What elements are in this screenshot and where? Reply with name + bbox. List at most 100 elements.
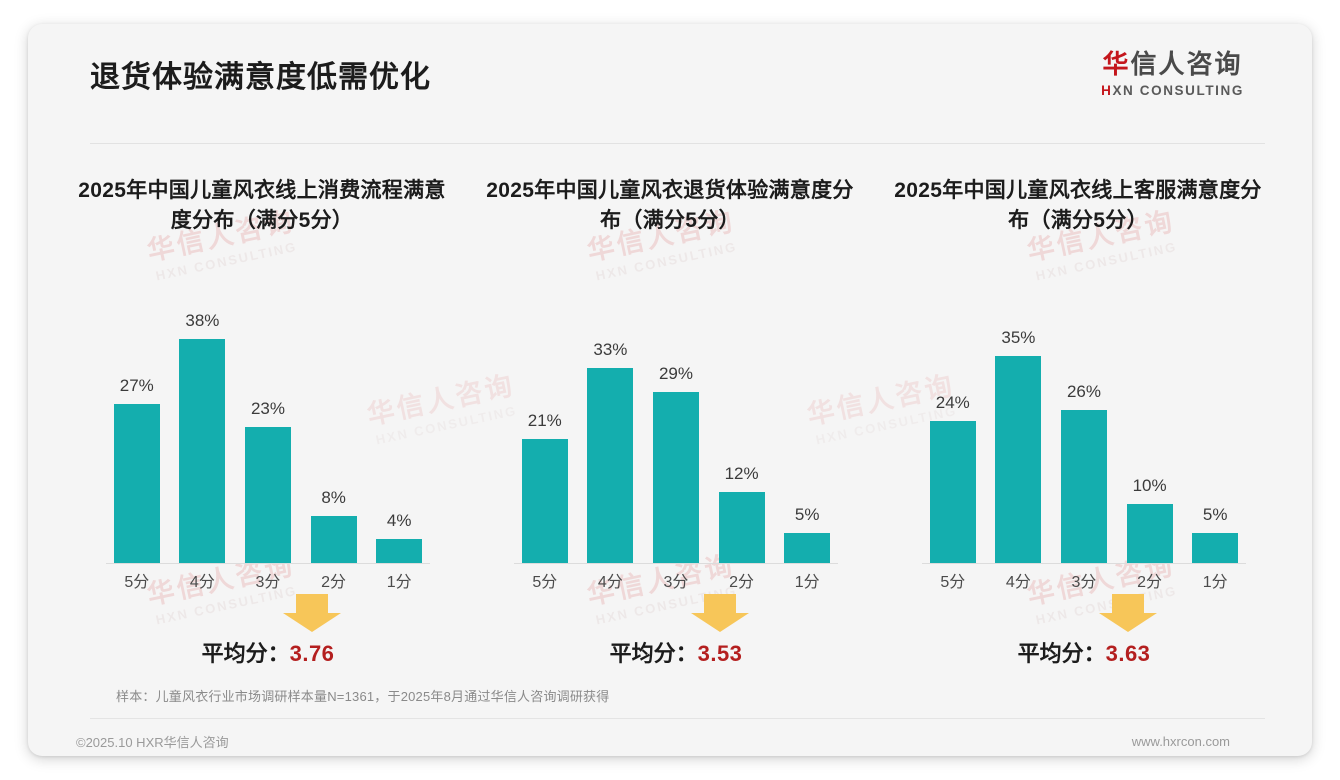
bar[interactable]	[652, 392, 699, 563]
bar-value-label: 5%	[1202, 505, 1228, 524]
down-arrow-wrap	[922, 594, 1246, 634]
bar-value-label: 10%	[1132, 476, 1167, 495]
bar[interactable]	[995, 356, 1042, 563]
bar-value-label: 33%	[593, 340, 628, 359]
bar-value-label: 5%	[794, 505, 820, 524]
down-arrow-icon	[691, 594, 749, 632]
chart-panel-1: 2025年中国儿童风衣线上消费流程满意度分布（满分5分） 27% 38% 23% 8% 4…	[58, 176, 466, 676]
bar-value-label: 8%	[321, 488, 346, 507]
panel-title: 2025年中国儿童风衣线上消费流程满意度分布（满分5分）	[78, 179, 446, 232]
bar-group: 24%	[922, 268, 984, 563]
x-axis-label: 5分	[940, 574, 966, 591]
average-score-row: 平均分：3.76	[106, 636, 430, 668]
bar[interactable]	[179, 339, 226, 563]
bar-value-label: 24%	[935, 393, 970, 412]
x-axis-label: 2分	[729, 574, 755, 591]
copyright-text: ©2025.10 HXR华信人咨询	[76, 734, 229, 750]
down-arrow-wrap	[514, 594, 838, 634]
average-label: 平均分：	[1017, 641, 1106, 666]
website-text: www.hxrcon.com	[1131, 733, 1230, 749]
bar-chart: 27% 38% 23% 8% 4% 5分 4分 3分 2分 1分	[106, 268, 430, 598]
x-axis-label: 5分	[532, 574, 558, 591]
logo-chinese-accent: 华	[1102, 48, 1131, 79]
x-axis-line	[106, 563, 430, 564]
bar[interactable]	[1192, 533, 1239, 563]
x-axis-label: 1分	[386, 574, 412, 591]
plot-area: 21% 33% 29% 12% 5%	[514, 268, 838, 564]
logo-english-rest: XN CONSULTING	[1112, 82, 1244, 98]
bars-container: 24% 35% 26% 10% 5%	[922, 268, 1246, 563]
bar-group: 10%	[1119, 268, 1181, 563]
panel-title: 2025年中国儿童风衣退货体验满意度分布（满分5分）	[486, 179, 854, 232]
bar-group: 21%	[514, 268, 576, 563]
bar-group: 27%	[106, 268, 168, 563]
down-arrow-icon	[283, 594, 341, 632]
bar[interactable]	[244, 427, 291, 563]
bar[interactable]	[310, 516, 357, 563]
logo-chinese-rest: 信人咨询	[1130, 48, 1243, 79]
chart-panel-3: 2025年中国儿童风衣线上客服满意度分布（满分5分） 24% 35% 26% 10% 5%…	[874, 176, 1282, 676]
down-arrow-icon	[1099, 594, 1157, 632]
sample-footnote: 样本：儿童风衣行业市场调研样本量N=1361，于2025年8月通过华信人咨询调研…	[116, 689, 610, 704]
x-axis-labels: 5分 4分 3分 2分 1分	[514, 568, 838, 592]
x-axis-label: 2分	[321, 574, 347, 591]
x-axis-line	[514, 563, 838, 564]
bar-value-label: 12%	[724, 464, 759, 483]
bar[interactable]	[1060, 410, 1107, 563]
logo-english: HXN CONSULTING	[1101, 84, 1244, 98]
x-axis-label: 3分	[255, 574, 281, 591]
x-axis-label: 3分	[1071, 574, 1097, 591]
bar-group: 35%	[988, 268, 1050, 563]
bar-value-label: 35%	[1001, 328, 1036, 347]
average-score-row: 平均分：3.53	[514, 636, 838, 668]
bar[interactable]	[587, 368, 634, 563]
average-label: 平均分：	[201, 641, 290, 666]
footer-divider	[90, 718, 1265, 719]
bar-chart: 21% 33% 29% 12% 5% 5分 4分 3分 2分 1分	[514, 268, 838, 598]
bar[interactable]	[376, 539, 423, 563]
logo-chinese: 华信人咨询	[1101, 51, 1244, 77]
down-arrow-wrap	[106, 594, 430, 634]
bar-group: 5%	[776, 268, 838, 563]
bar[interactable]	[113, 404, 160, 563]
average-score-value: 3.53	[697, 641, 743, 666]
page-title: 退货体验满意度低需优化	[90, 61, 431, 94]
x-axis-label: 1分	[794, 574, 820, 591]
bar-group: 38%	[172, 268, 234, 563]
bars-container: 21% 33% 29% 12% 5%	[514, 268, 838, 563]
x-axis-label: 1分	[1202, 574, 1228, 591]
average-score-value: 3.76	[289, 641, 335, 666]
bar-group: 26%	[1053, 268, 1115, 563]
x-axis-label: 2分	[1137, 574, 1163, 591]
bar-group: 29%	[645, 268, 707, 563]
slide-header: 退货体验满意度低需优化 华信人咨询 HXN CONSULTING	[28, 24, 1312, 124]
bar-value-label: 21%	[527, 411, 562, 430]
bar[interactable]	[521, 439, 568, 563]
panel-title: 2025年中国儿童风衣线上客服满意度分布（满分5分）	[894, 179, 1262, 232]
average-label: 平均分：	[609, 641, 698, 666]
plot-area: 24% 35% 26% 10% 5%	[922, 268, 1246, 564]
bar-group: 12%	[711, 268, 773, 563]
bar-value-label: 23%	[250, 399, 285, 418]
slide-card: 退货体验满意度低需优化 华信人咨询 HXN CONSULTING 华信人咨询 H…	[28, 24, 1312, 756]
average-score-row: 平均分：3.63	[922, 636, 1246, 668]
header-divider	[90, 143, 1265, 144]
average-score-value: 3.63	[1105, 641, 1151, 666]
bar-group: 5%	[1184, 268, 1246, 563]
x-axis-labels: 5分 4分 3分 2分 1分	[922, 568, 1246, 592]
bar[interactable]	[784, 533, 831, 563]
bar-group: 33%	[580, 268, 642, 563]
bar[interactable]	[718, 492, 765, 563]
bar-value-label: 27%	[119, 376, 154, 395]
chart-panel-2: 2025年中国儿童风衣退货体验满意度分布（满分5分） 21% 33% 29% 12% 5%…	[466, 176, 874, 676]
bar-chart: 24% 35% 26% 10% 5% 5分 4分 3分 2分 1分	[922, 268, 1246, 598]
x-axis-labels: 5分 4分 3分 2分 1分	[106, 568, 430, 592]
bar-value-label: 29%	[658, 364, 693, 383]
bar-group: 23%	[237, 268, 299, 563]
bar[interactable]	[1126, 504, 1173, 563]
x-axis-label: 3分	[663, 574, 689, 591]
x-axis-line	[922, 563, 1246, 564]
bar[interactable]	[929, 421, 976, 563]
bar-value-label: 26%	[1066, 382, 1101, 401]
bar-group: 4%	[368, 268, 430, 563]
